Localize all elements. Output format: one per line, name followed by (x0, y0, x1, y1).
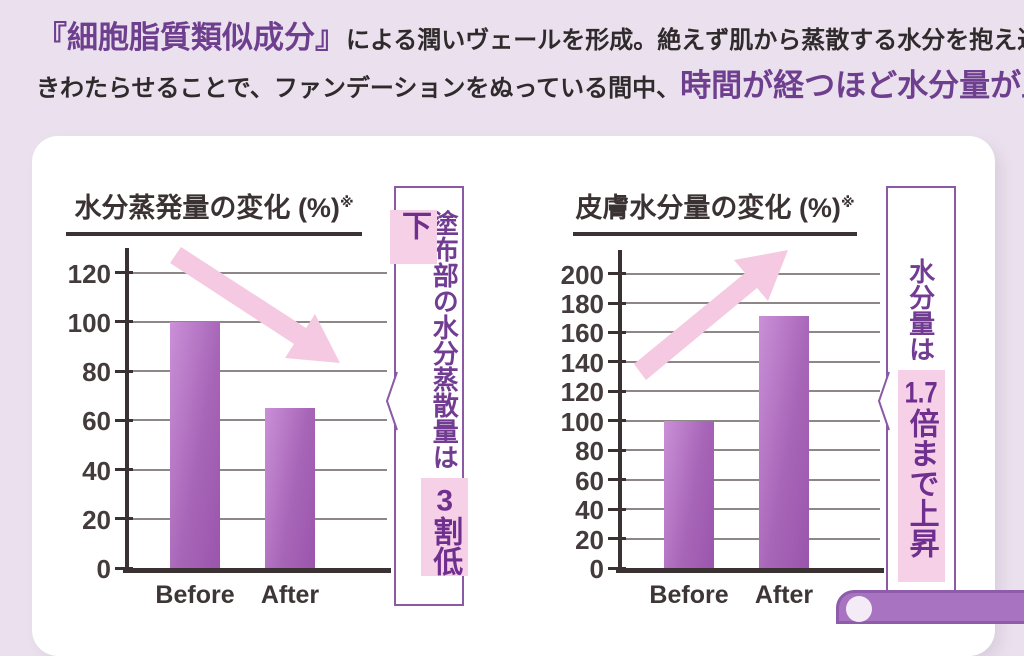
gridline (129, 517, 387, 520)
y-axis-tick (608, 537, 626, 541)
annotation-text-evaporation: 塗布部の水分蒸散量は3割低下 (390, 188, 469, 604)
y-axis-tick-label: 100 (67, 307, 111, 338)
gridline (129, 271, 387, 274)
gridline (622, 331, 880, 334)
annotation-highlight-text: 倍まで上昇 (904, 408, 938, 558)
annotation-text-skin-moisture: 水分量は 1.7倍まで上昇 (897, 188, 945, 604)
y-axis-tick-label: 40 (575, 495, 604, 526)
y-axis-tick (608, 389, 626, 393)
gridline (622, 508, 880, 511)
bar-before (664, 420, 714, 568)
y-axis-tick-label: 140 (560, 347, 604, 378)
annotation-box-skin-moisture: 水分量は 1.7倍まで上昇 (877, 186, 956, 606)
y-axis-tick (115, 418, 133, 422)
y-axis-tick-label: 20 (82, 504, 111, 535)
y-axis-line (125, 248, 129, 572)
y-axis-line (618, 250, 622, 572)
footnote-mark: ※ (840, 194, 855, 210)
x-axis-label-before: Before (155, 581, 235, 609)
y-axis-tick (608, 330, 626, 334)
y-axis-tick (608, 448, 626, 452)
left-pointer-notch-icon (385, 371, 398, 431)
x-axis-label-after: After (260, 581, 320, 609)
y-axis-tick-label: 120 (67, 258, 111, 289)
gridline (622, 537, 880, 540)
gridline (622, 302, 880, 304)
y-axis-tick (608, 360, 626, 364)
header-line1-text: による潤いヴェールを形成。絶えず肌から蒸散する水分を抱え込み、肌全体にい (346, 27, 1024, 54)
y-axis-tick-label: 160 (560, 318, 604, 349)
bar-after (265, 408, 315, 568)
y-axis-tick (608, 507, 626, 511)
gridline (129, 320, 387, 323)
y-axis-tick-label: 120 (560, 377, 604, 408)
footnote-mark: ※ (339, 194, 354, 210)
bottom-ribbon-badge (836, 590, 1024, 624)
y-axis-tick-label: 0 (589, 554, 604, 584)
y-axis-tick (115, 468, 133, 472)
y-axis-tick-label: 80 (575, 436, 604, 467)
y-axis-tick (608, 478, 626, 482)
chart-panel-skin-moisture: 皮膚水分量の変化 (%)※ 0 20 40 60 80 100 120 140 160 180 20… (559, 186, 899, 609)
y-axis-tick (115, 517, 133, 521)
downward-trend-arrow-icon (170, 247, 340, 363)
gridline (622, 360, 880, 363)
y-axis-tick (608, 301, 626, 305)
annotation-number: 1.7 (904, 378, 938, 408)
y-axis-tick-label: 60 (82, 406, 111, 437)
y-axis-tick-label: 0 (96, 554, 111, 584)
y-axis-tick-label: 40 (82, 455, 111, 486)
y-axis-tick-label: 60 (575, 465, 604, 496)
y-axis-tick-label: 180 (560, 289, 604, 319)
y-axis-tick-label: 100 (560, 406, 604, 437)
header-keyword-ingredient: 『細胞脂質類似成分』 (36, 20, 346, 55)
page-background: { "page": { "background_color": "#ebe1ee… (32, 12, 1024, 656)
y-axis-tick-label: 20 (575, 524, 604, 555)
y-axis-tick (115, 320, 133, 324)
y-axis-tick (608, 419, 626, 423)
gridline (622, 419, 880, 422)
upward-trend-arrow-icon (634, 250, 788, 380)
y-axis-tick-label: 200 (560, 259, 604, 290)
y-axis-tick (608, 272, 626, 276)
header-line2-text: きわたらせることで、ファンデーションをぬっている間中、 (36, 75, 681, 102)
annotation-highlight-text: 割低下 (397, 210, 462, 576)
x-axis-line (123, 568, 391, 573)
x-axis-label-after: After (754, 581, 814, 609)
gridline (622, 449, 880, 452)
gridline (129, 370, 387, 373)
gridline (129, 468, 387, 471)
chart-title-skin-moisture: 皮膚水分量の変化 (%)※ (573, 186, 857, 236)
y-axis-tick (115, 271, 133, 275)
left-pointer-notch-icon (877, 371, 890, 431)
gridline (622, 390, 880, 393)
y-axis-tick-label: 80 (82, 357, 111, 388)
bar-before (170, 321, 220, 568)
annotation-box-evaporation: 塗布部の水分蒸散量は3割低下 (385, 186, 469, 606)
gridline (622, 478, 880, 481)
annotation-highlight: 1.7倍まで上昇 (897, 370, 945, 582)
x-axis-label-before: Before (649, 581, 729, 609)
chart-title-evaporation: 水分蒸発量の変化 (%)※ (66, 186, 362, 236)
header-keyword-moisture-rise: 時間が経つほど水分量が上昇 (680, 68, 1024, 103)
y-axis-tick (115, 369, 133, 373)
header-line-2: きわたらせることで、ファンデーションをぬっている間中、時間が経つほど水分量が上昇… (36, 60, 1024, 105)
gridline (129, 419, 387, 422)
badge-circle-icon (846, 596, 872, 622)
header-line-1: 『細胞脂質類似成分』による潤いヴェールを形成。絶えず肌から蒸散する水分を抱え込み… (36, 12, 1024, 57)
x-axis-line (616, 568, 884, 573)
annotation-lead: 水分量は (905, 258, 936, 362)
annotation-number: 3 (436, 486, 454, 516)
bar-after (759, 316, 809, 568)
chart-panel-evaporation: 水分蒸発量の変化 (%)※ 0 20 40 60 80 100 120 Before After (66, 186, 406, 609)
